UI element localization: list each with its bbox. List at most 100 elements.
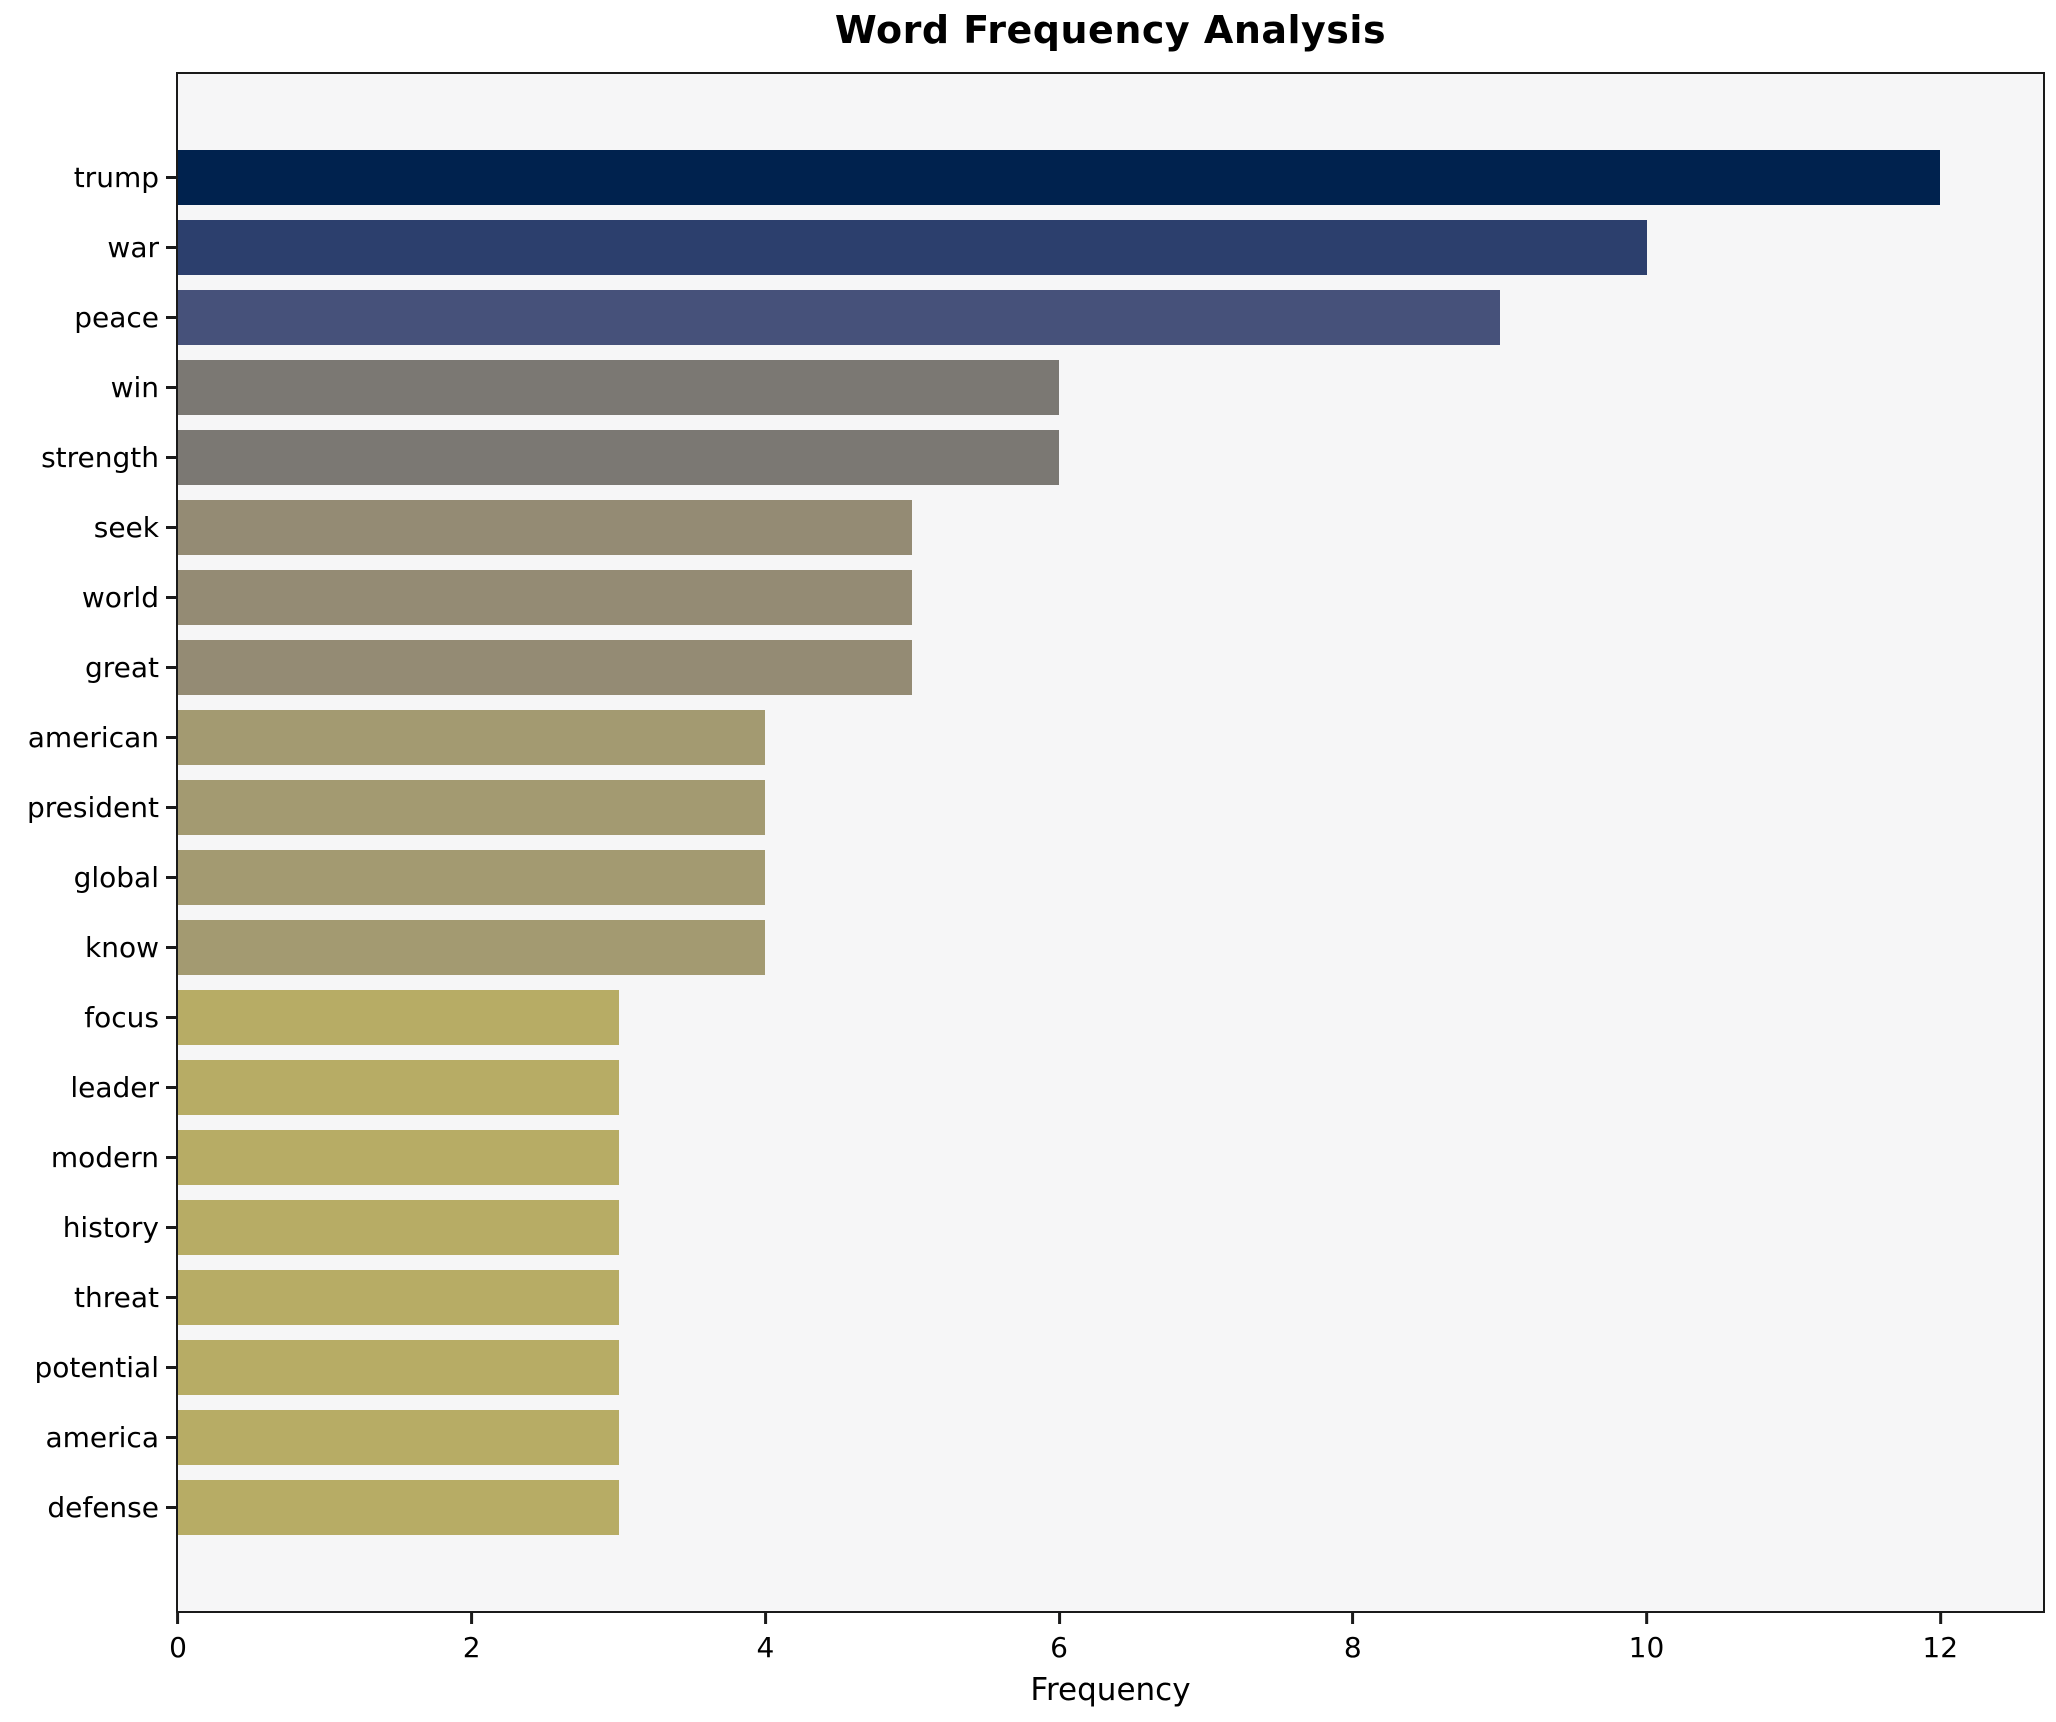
y-tick-mark bbox=[166, 875, 176, 879]
x-tick: 2 bbox=[463, 1613, 481, 1664]
bar-row: modern bbox=[51, 1123, 2043, 1193]
plot-area: trump war peace win strength seek world great am… bbox=[27, 72, 2045, 1664]
y-tick: seek bbox=[94, 492, 178, 562]
y-tick-mark bbox=[166, 175, 176, 179]
x-axis-label: Frequency bbox=[1030, 1672, 1191, 1708]
y-tick: history bbox=[63, 1193, 178, 1263]
y-tick: war bbox=[107, 212, 178, 282]
y-tick-label: threat bbox=[74, 1281, 159, 1315]
x-tick-mark bbox=[470, 1613, 474, 1624]
y-tick: world bbox=[82, 562, 178, 632]
bar-threat bbox=[178, 1270, 619, 1326]
x-tick-label: 2 bbox=[462, 1631, 481, 1664]
y-tick: trump bbox=[74, 142, 178, 212]
y-tick: global bbox=[74, 842, 178, 912]
bar-focus bbox=[178, 990, 619, 1046]
bar-row: potential bbox=[34, 1333, 2043, 1403]
bar-row: great bbox=[85, 632, 2043, 702]
y-tick-label: focus bbox=[84, 1001, 159, 1035]
bar-seek bbox=[178, 499, 913, 555]
bar-president bbox=[178, 779, 766, 835]
y-tick-mark bbox=[166, 315, 176, 319]
bar-row: global bbox=[74, 842, 2043, 912]
y-tick-label: strength bbox=[41, 440, 159, 474]
y-tick-label: peace bbox=[74, 300, 159, 334]
bar-america bbox=[178, 1410, 619, 1466]
y-tick-mark bbox=[166, 245, 176, 249]
x-tick-mark bbox=[763, 1613, 767, 1624]
y-tick-mark bbox=[166, 735, 176, 739]
y-tick: great bbox=[85, 632, 178, 702]
y-tick: american bbox=[28, 702, 178, 772]
bar-row: win bbox=[111, 352, 2043, 422]
chart-title: Word Frequency Analysis bbox=[834, 8, 1387, 52]
y-tick-mark bbox=[166, 1016, 176, 1020]
bar-row: focus bbox=[84, 983, 2043, 1053]
y-tick: win bbox=[111, 352, 178, 422]
x-tick-mark bbox=[1057, 1613, 1061, 1624]
y-tick: strength bbox=[41, 422, 178, 492]
bar-trump bbox=[178, 149, 1941, 205]
bar-know bbox=[178, 920, 766, 976]
y-tick: defense bbox=[47, 1473, 178, 1543]
y-tick-label: global bbox=[73, 860, 159, 894]
y-tick-label: america bbox=[45, 1421, 159, 1455]
y-tick-mark bbox=[166, 595, 176, 599]
bar-history bbox=[178, 1200, 619, 1256]
y-tick-label: war bbox=[107, 230, 159, 264]
x-tick-mark bbox=[1644, 1613, 1648, 1624]
x-tick: 0 bbox=[169, 1613, 187, 1664]
y-tick: know bbox=[85, 913, 178, 983]
y-tick-mark bbox=[166, 525, 176, 529]
bar-row: american bbox=[28, 702, 2043, 772]
x-tick: 8 bbox=[1344, 1613, 1362, 1664]
x-tick: 4 bbox=[756, 1613, 774, 1664]
y-tick: modern bbox=[51, 1123, 178, 1193]
x-tick-label: 12 bbox=[1922, 1631, 1959, 1664]
x-tick-label: 4 bbox=[756, 1631, 775, 1664]
x-tick-mark bbox=[1938, 1613, 1942, 1624]
bar-row: threat bbox=[74, 1263, 2043, 1333]
bar-row: world bbox=[82, 562, 2043, 632]
y-tick-label: history bbox=[62, 1211, 159, 1245]
y-tick: threat bbox=[74, 1263, 178, 1333]
x-tick: 10 bbox=[1628, 1613, 1665, 1664]
bar-potential bbox=[178, 1340, 619, 1396]
y-tick-mark bbox=[166, 1366, 176, 1370]
bar-row: president bbox=[27, 772, 2043, 842]
bar-row: trump bbox=[74, 142, 2043, 212]
bar-world bbox=[178, 569, 913, 625]
y-tick-label: win bbox=[110, 370, 159, 404]
bar-row: history bbox=[63, 1193, 2043, 1263]
bar-row: peace bbox=[74, 282, 2043, 352]
y-tick-mark bbox=[166, 1436, 176, 1440]
bar-row: strength bbox=[41, 422, 2043, 492]
x-tick-mark bbox=[1351, 1613, 1355, 1624]
bar-row: america bbox=[45, 1403, 2043, 1473]
x-tick-label: 10 bbox=[1628, 1631, 1665, 1664]
bar-modern bbox=[178, 1130, 619, 1186]
bar-leader bbox=[178, 1060, 619, 1116]
y-tick-label: world bbox=[81, 580, 159, 614]
y-tick-label: potential bbox=[34, 1351, 159, 1385]
y-tick: president bbox=[27, 772, 178, 842]
bar-defense bbox=[178, 1480, 619, 1536]
y-tick-label: defense bbox=[47, 1491, 159, 1525]
y-tick-mark bbox=[166, 1296, 176, 1300]
y-tick-mark bbox=[166, 1086, 176, 1090]
bar-row: defense bbox=[47, 1473, 2043, 1543]
y-tick-label: modern bbox=[50, 1141, 159, 1175]
x-tick-label: 8 bbox=[1343, 1631, 1362, 1664]
y-tick-mark bbox=[166, 1156, 176, 1160]
y-tick: potential bbox=[34, 1333, 178, 1403]
y-tick-mark bbox=[166, 946, 176, 950]
bar-global bbox=[178, 849, 766, 905]
bar-win bbox=[178, 359, 1060, 415]
bar-war bbox=[178, 219, 1647, 275]
x-tick-label: 6 bbox=[1050, 1631, 1069, 1664]
bars-container: trump war peace win strength seek world great am… bbox=[27, 74, 2043, 1611]
y-tick: leader bbox=[70, 1053, 178, 1123]
x-tick: 6 bbox=[1050, 1613, 1068, 1664]
y-tick: peace bbox=[74, 282, 178, 352]
y-tick: focus bbox=[84, 983, 178, 1053]
